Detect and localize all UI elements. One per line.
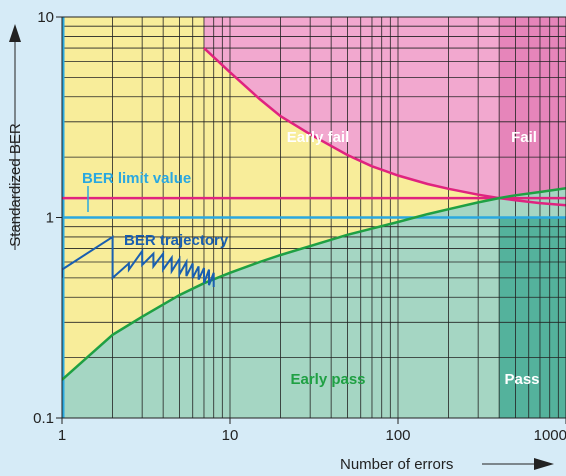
x-tick-label: 100 — [385, 427, 410, 444]
y-tick-label: 1 — [46, 210, 54, 227]
region-early-fail — [203, 17, 566, 206]
x-tick-label: 1 — [58, 427, 66, 444]
region-early-pass — [62, 188, 566, 418]
label-ber-limit-value: BER limit value — [82, 170, 191, 187]
annotations: BER limit value BER trajectory — [82, 170, 229, 249]
ber-trajectory-line — [62, 235, 215, 287]
label-pass: Pass — [504, 371, 539, 388]
early-fail-curve — [203, 47, 566, 207]
region-labels: Early fail Fail Early pass Pass — [287, 129, 540, 388]
y-axis-arrow-head — [9, 24, 21, 42]
y-tick-label: 10 — [37, 9, 54, 26]
label-early-fail: Early fail — [287, 129, 350, 146]
plot-area — [62, 17, 566, 418]
x-tick-label: 1000 — [534, 427, 566, 444]
region-fail — [499, 17, 566, 199]
region-pass — [499, 217, 566, 418]
x-axis-title: Number of errors — [340, 456, 554, 473]
y-axis-title: Standardized BER — [7, 24, 24, 250]
early-pass-curve — [62, 186, 566, 381]
label-early-pass: Early pass — [290, 371, 365, 388]
label-ber-trajectory: BER trajectory — [124, 232, 229, 249]
y-tick-label: 0.1 — [33, 410, 54, 427]
series-lines — [62, 17, 566, 418]
x-axis-label: Number of errors — [340, 456, 453, 473]
label-fail: Fail — [511, 129, 537, 146]
x-tick-label: 10 — [222, 427, 239, 444]
x-axis-arrow-head — [534, 458, 554, 470]
